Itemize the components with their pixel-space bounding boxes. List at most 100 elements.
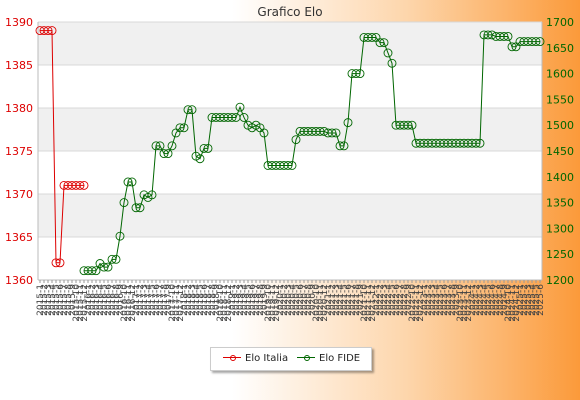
x-axis-tick-label: 2025-3 — [524, 284, 534, 316]
data-point-elo-fide — [175, 123, 185, 133]
x-axis-tick-label: 2025-5 — [532, 284, 542, 316]
data-point-elo-fide — [339, 141, 349, 151]
grid-band — [38, 108, 542, 151]
right-axis-tick-label: 1300 — [546, 222, 574, 235]
x-axis-tick-label: 2019-11 — [268, 284, 278, 322]
grid-band — [38, 22, 542, 65]
x-axis-tick-label: 2019-5 — [244, 284, 254, 316]
x-axis-tick-label: 2024-6 — [488, 284, 498, 316]
x-axis-tick-label: 2021-5 — [340, 284, 350, 316]
left-axis-tick-label: 1370 — [5, 188, 33, 201]
legend-marker-elo-fide — [297, 354, 315, 362]
x-axis-tick-label: 2019-12 — [272, 284, 282, 322]
x-axis-tick-label: 2023-3 — [428, 284, 438, 316]
data-point-elo-fide — [203, 143, 213, 153]
data-point-elo-fide — [163, 149, 173, 159]
x-axis-tick-label: 2024-4 — [480, 284, 490, 316]
x-axis-tick-label: 2024-9 — [500, 284, 510, 316]
data-point-elo-fide — [183, 105, 193, 115]
data-point-elo-fide — [503, 31, 513, 41]
data-point-elo-fide — [327, 128, 337, 138]
x-axis-tick-label: 2020-4 — [288, 284, 298, 316]
x-axis-tick-label: 2019-1 — [228, 284, 238, 316]
x-axis-tick-label: 2025-1 — [516, 284, 526, 316]
data-point-elo-fide — [195, 154, 205, 164]
legend-entry-elo-fide: Elo FIDE — [297, 353, 360, 364]
x-axis-tick-label: 2021-1 — [324, 284, 334, 316]
x-axis-tick-label: 2024-8 — [496, 284, 506, 316]
x-axis-tick-label: 2022-4 — [384, 284, 394, 316]
x-axis-tick-label: 2015-12 — [80, 284, 90, 322]
data-point-elo-fide — [187, 105, 197, 115]
x-axis-tick-label: 2025-6 — [536, 284, 546, 316]
right-axis-tick-label: 1200 — [546, 274, 574, 287]
legend-label-elo-fide: Elo FIDE — [319, 353, 361, 364]
data-point-elo-italia — [43, 26, 53, 36]
x-axis-tick-label: 2021-4 — [336, 284, 346, 316]
data-point-elo-fide — [403, 120, 413, 130]
data-point-elo-fide — [535, 37, 545, 47]
x-axis-tick-label: 2024-2 — [472, 284, 482, 316]
data-point-elo-fide — [103, 262, 113, 272]
data-point-elo-fide — [499, 31, 509, 41]
data-point-elo-fide — [259, 128, 269, 138]
data-point-elo-fide — [475, 138, 485, 148]
x-axis-tick-label: 2016-10 — [120, 284, 130, 322]
data-point-elo-fide — [111, 254, 121, 264]
x-axis-tick-label: 2023-6 — [440, 284, 450, 316]
x-axis-tick-label: 2019-4 — [240, 284, 250, 316]
x-axis-tick-label: 2022-11 — [412, 284, 422, 322]
legend-entry-elo-italia: Elo Italia — [223, 353, 288, 364]
right-axis-tick-label: 1350 — [546, 197, 574, 210]
x-axis-tick-label: 2019-3 — [236, 284, 246, 316]
x-axis-tick-label: 2018-10 — [216, 284, 226, 322]
x-axis-tick-label: 2019-2 — [232, 284, 242, 316]
x-axis-tick-label: 2024-7 — [492, 284, 502, 316]
data-point-elo-fide — [91, 266, 101, 276]
x-axis-tick-label: 2020-1 — [276, 284, 286, 316]
grid-band — [38, 194, 542, 237]
x-axis-tick-label: 2021-3 — [332, 284, 342, 316]
right-axis-tick-label: 1600 — [546, 68, 574, 81]
x-axis-tick-label: 2021-6 — [344, 284, 354, 316]
left-axis-tick-label: 1380 — [5, 102, 33, 115]
data-point-elo-fide — [151, 141, 161, 151]
x-axis-tick-label: 2018-1 — [180, 284, 190, 316]
x-axis-tick-label: 2020-7 — [300, 284, 310, 316]
data-point-elo-italia — [79, 180, 89, 190]
x-axis-tick-label: 2016-7 — [108, 284, 118, 316]
data-point-elo-fide — [407, 120, 417, 130]
x-axis-tick-label: 2021-2 — [328, 284, 338, 316]
x-axis-tick-label: 2019-10 — [264, 284, 274, 322]
data-point-elo-fide — [331, 128, 341, 138]
data-point-elo-fide — [159, 149, 169, 159]
x-axis-tick-label: 2016-8 — [112, 284, 122, 316]
x-axis-tick-label: 2022-9 — [404, 284, 414, 316]
series-line-elo-italia — [40, 30, 84, 264]
x-axis-tick-label: 2016-3 — [92, 284, 102, 316]
data-point-elo-italia — [47, 26, 57, 36]
plot-area: 1360 1365 1370 1375 1380 1385 1390 1200 1250 1300… — [5, 16, 574, 322]
x-axis-tick-label: 2016-4 — [96, 284, 106, 316]
data-point-elo-fide — [239, 113, 249, 122]
data-point-elo-fide — [167, 141, 177, 151]
data-point-elo-fide — [375, 38, 385, 48]
data-point-elo-fide — [155, 141, 165, 151]
data-point-elo-fide — [199, 143, 209, 153]
x-axis-tick-label: 2015-1 — [36, 284, 46, 316]
x-axis-tick-label: 2016-5 — [100, 284, 110, 316]
data-point-elo-fide — [99, 262, 109, 272]
x-axis-tick-label: 2023-11 — [460, 284, 470, 322]
x-axis-tick-label: 2020-12 — [320, 284, 330, 322]
right-axis-tick-label: 1450 — [546, 145, 574, 158]
x-axis-tick-label: 2024-12 — [512, 284, 522, 322]
x-axis-tick-label: 2023-7 — [444, 284, 454, 316]
x-axis-tick-label: 2018-6 — [200, 284, 210, 316]
data-point-elo-fide — [235, 102, 245, 112]
x-axis-tick-label: 2020-5 — [292, 284, 302, 316]
x-axis-tick-label: 2023-10 — [456, 284, 466, 322]
left-axis-tick-label: 1365 — [5, 231, 33, 244]
x-axis-tick-label: 2015-11 — [76, 284, 86, 322]
data-point-elo-fide — [119, 198, 129, 208]
